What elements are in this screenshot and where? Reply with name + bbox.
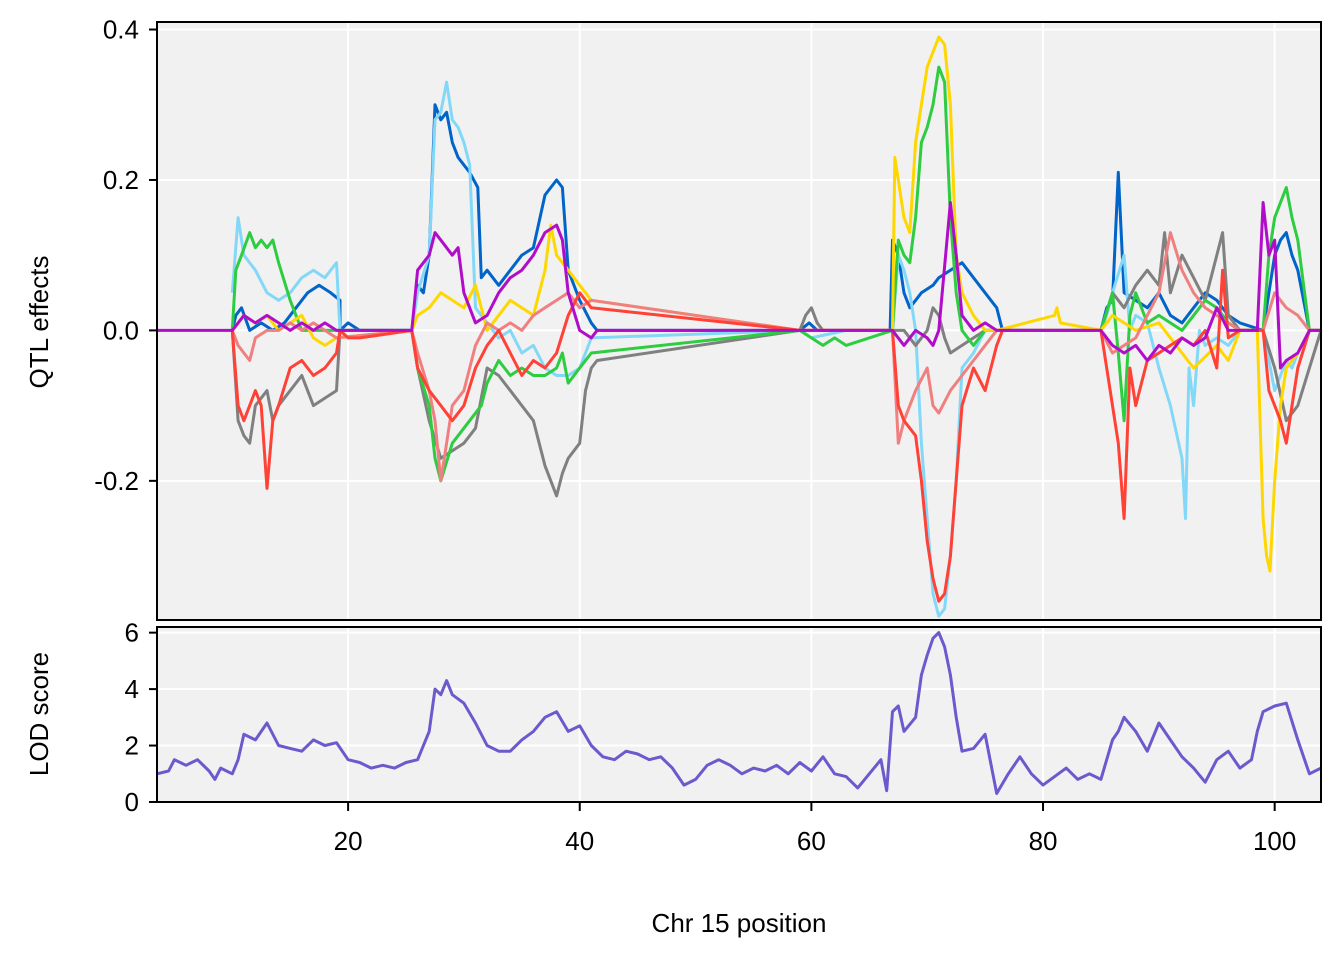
lod-y-tick-label: 0 [125, 787, 139, 817]
lod-y-tick-label: 2 [125, 731, 139, 761]
effects-y-tick-label: 0.0 [103, 315, 139, 345]
x-ticks: 20 40 60 80 100 [334, 802, 1296, 856]
x-axis-label: Chr 15 position [652, 908, 827, 938]
lod-panel: 0 2 4 6 20 40 60 80 100 LOD score Chr 15 positi… [24, 618, 1322, 938]
x-tick-label: 60 [797, 826, 826, 856]
effects-y-axis-label: QTL effects [24, 256, 54, 389]
x-tick-label: 20 [334, 826, 363, 856]
effects-series [157, 35, 1323, 618]
lod-y-ticks: 0 2 4 6 [125, 618, 157, 817]
effects-y-ticks: 0.4 0.2 0.0 -0.2 [94, 15, 157, 496]
effects-y-tick-label: -0.2 [94, 466, 139, 496]
lod-panel-background [157, 627, 1321, 802]
effects-panel: 0.4 0.2 0.0 -0.2 QTL effects [24, 15, 1323, 621]
x-tick-label: 40 [565, 826, 594, 856]
x-tick-label: 100 [1253, 826, 1296, 856]
effects-series-line [157, 201, 1321, 370]
lod-y-tick-label: 6 [125, 618, 139, 648]
lod-y-tick-label: 4 [125, 674, 139, 704]
lod-y-axis-label: LOD score [24, 652, 54, 776]
effects-series-line [230, 231, 1323, 498]
effects-y-tick-label: 0.2 [103, 165, 139, 195]
lod-series [156, 631, 1322, 795]
effects-panel-frame [156, 21, 1322, 621]
effects-y-tick-label: 0.4 [103, 15, 139, 45]
lod-series-line [156, 631, 1322, 795]
x-tick-label: 80 [1029, 826, 1058, 856]
lod-panel-frame [156, 626, 1322, 803]
effects-series-line [231, 35, 1321, 573]
